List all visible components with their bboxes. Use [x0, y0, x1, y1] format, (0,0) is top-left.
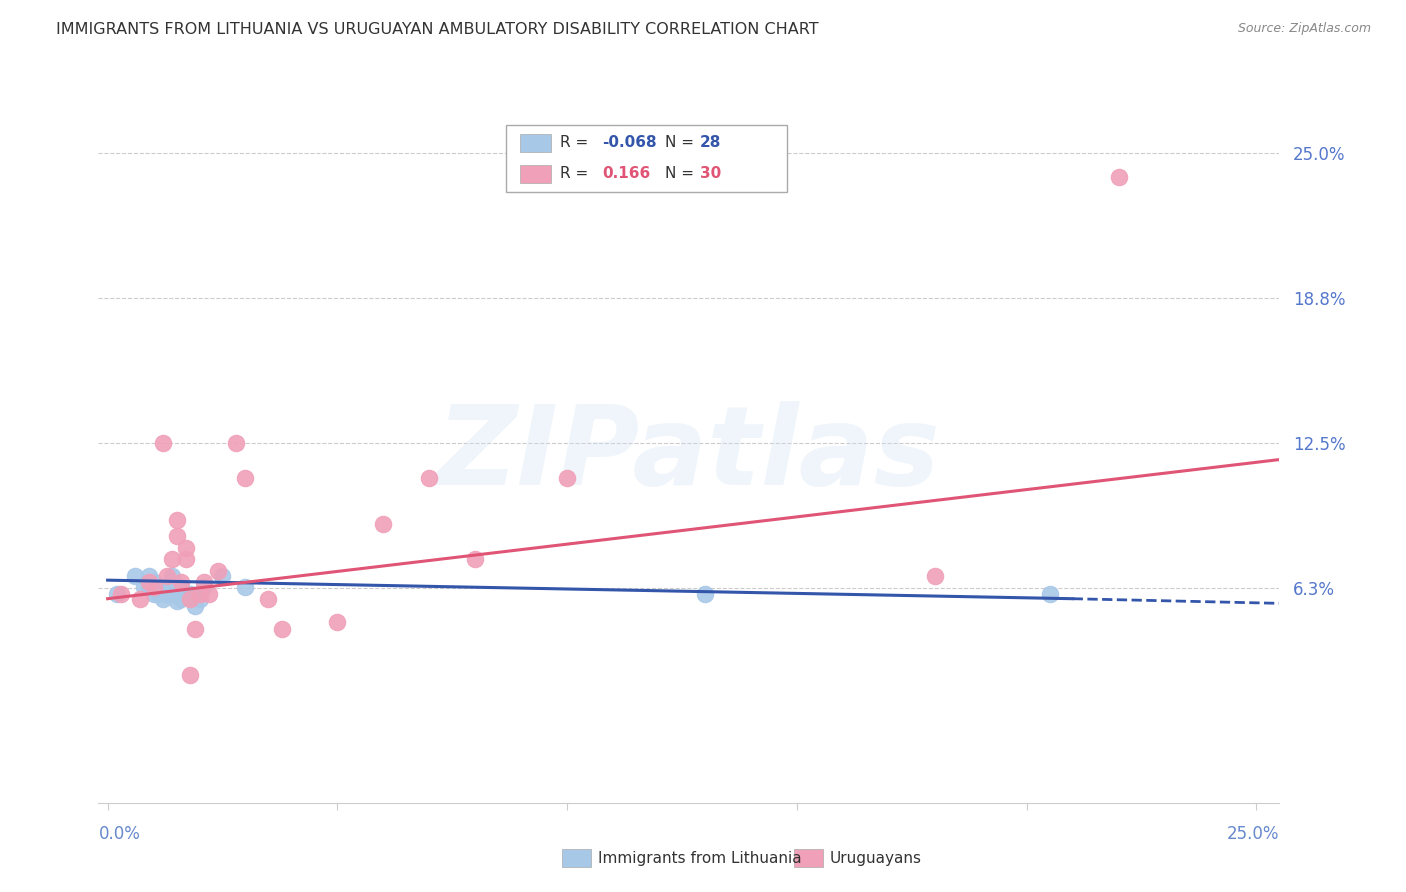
Point: [105, 587, 128, 601]
Point: [184, 622, 207, 636]
Point: [555, 471, 578, 485]
Point: [138, 568, 160, 582]
Point: [179, 591, 201, 606]
Point: [464, 552, 486, 566]
Point: [257, 591, 280, 606]
Point: [138, 580, 160, 594]
Point: [124, 568, 146, 582]
Text: Immigrants from Lithuania: Immigrants from Lithuania: [598, 851, 801, 865]
Text: R =: R =: [560, 136, 593, 150]
Point: [110, 587, 132, 601]
Point: [134, 580, 156, 594]
Text: 28: 28: [700, 136, 721, 150]
Point: [170, 591, 193, 606]
Text: Uruguayans: Uruguayans: [830, 851, 921, 865]
Point: [193, 580, 215, 594]
Text: 30: 30: [700, 167, 721, 181]
Point: [188, 587, 211, 601]
Point: [235, 580, 257, 594]
Point: [160, 587, 183, 601]
Point: [1039, 587, 1062, 601]
Point: [156, 580, 179, 594]
Point: [146, 580, 169, 594]
Point: [146, 587, 169, 601]
Text: -0.068: -0.068: [602, 136, 657, 150]
Point: [166, 529, 188, 543]
Text: N =: N =: [665, 136, 699, 150]
Point: [179, 587, 201, 601]
Point: [166, 513, 188, 527]
Point: [235, 471, 257, 485]
Text: N =: N =: [665, 167, 699, 181]
Point: [156, 568, 179, 582]
Point: [142, 580, 165, 594]
Point: [156, 587, 179, 601]
Point: [179, 668, 201, 682]
Point: [225, 436, 247, 450]
Point: [193, 575, 215, 590]
Point: [160, 552, 183, 566]
Point: [128, 591, 150, 606]
Point: [418, 471, 440, 485]
Point: [197, 587, 219, 601]
Text: IMMIGRANTS FROM LITHUANIA VS URUGUAYAN AMBULATORY DISABILITY CORRELATION CHART: IMMIGRANTS FROM LITHUANIA VS URUGUAYAN A…: [56, 22, 818, 37]
Text: 0.0%: 0.0%: [98, 825, 141, 843]
Point: [152, 591, 174, 606]
Point: [326, 615, 349, 629]
Point: [160, 568, 183, 582]
Point: [174, 541, 197, 555]
Text: ZIPatlas: ZIPatlas: [437, 401, 941, 508]
Point: [166, 594, 188, 608]
Point: [373, 517, 395, 532]
Point: [174, 552, 197, 566]
Point: [142, 575, 165, 590]
Point: [207, 564, 229, 578]
Point: [152, 582, 174, 597]
Point: [142, 587, 165, 601]
Point: [174, 587, 197, 601]
Point: [188, 591, 211, 606]
Text: R =: R =: [560, 167, 593, 181]
Point: [170, 580, 193, 594]
Text: 25.0%: 25.0%: [1227, 825, 1279, 843]
Text: 0.166: 0.166: [602, 167, 650, 181]
Point: [184, 599, 207, 613]
Point: [1108, 169, 1130, 184]
Point: [170, 575, 193, 590]
Point: [138, 575, 160, 590]
Point: [211, 568, 233, 582]
Point: [924, 568, 946, 582]
Point: [271, 622, 294, 636]
Point: [152, 436, 174, 450]
Point: [166, 580, 188, 594]
Text: Source: ZipAtlas.com: Source: ZipAtlas.com: [1237, 22, 1371, 36]
Point: [693, 587, 716, 601]
